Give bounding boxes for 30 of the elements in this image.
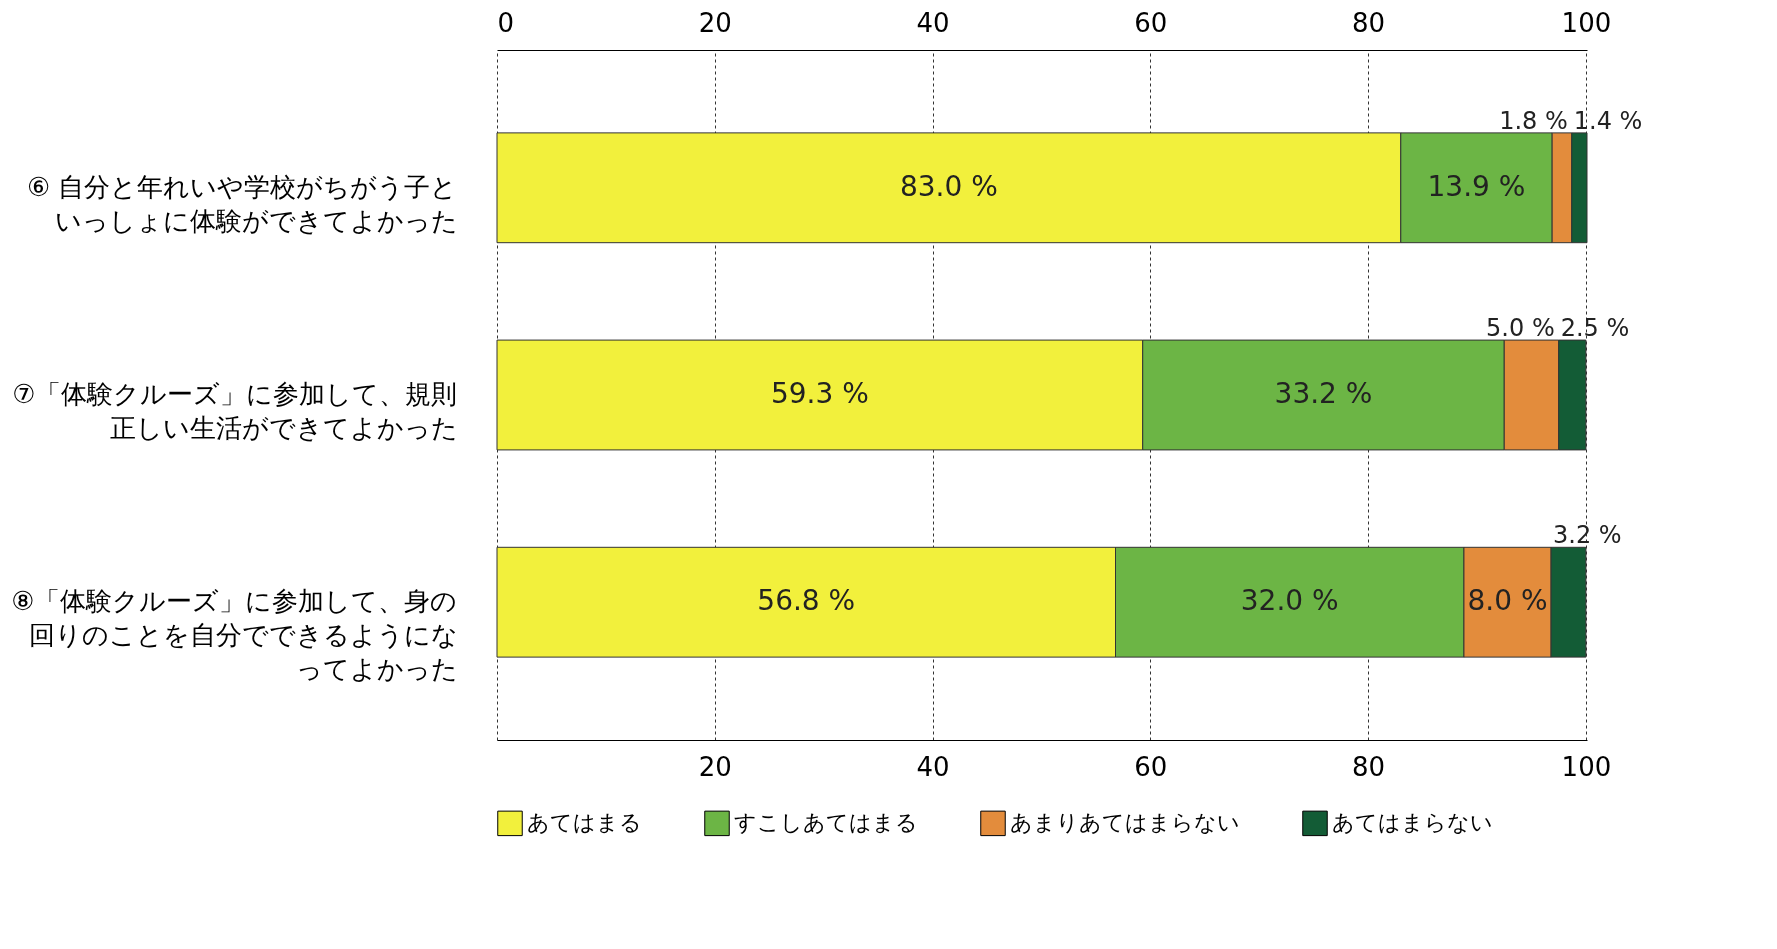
data-label: 5.0 %	[1486, 314, 1555, 342]
x-tick-label: 100	[1561, 751, 1612, 782]
y-tick-label: ⑥ 自分と年れいや学校がちがう子といっしょに体験ができてよかった	[26, 171, 458, 236]
data-label: 2.5 %	[1560, 314, 1630, 342]
x2-tick-label: 80	[1352, 7, 1386, 38]
x2-tick-label: 60	[1134, 7, 1168, 38]
x-tick-label: 80	[1352, 751, 1386, 782]
y-tick-label: ⑧「体験クルーズ」に参加して、身の回りのことを自分でできるようになってよかった	[11, 586, 458, 685]
data-label: 33.2 %	[1274, 377, 1373, 410]
x2-tick-label: 100	[1561, 7, 1612, 38]
data-label: 3.2 %	[1553, 521, 1622, 550]
x2-tick-label: 20	[698, 7, 732, 38]
x2-tick-label: 40	[916, 7, 950, 38]
data-label: 8.0 %	[1467, 584, 1548, 618]
data-label: 1.8 %	[1499, 106, 1568, 135]
x-tick-label: 40	[916, 751, 950, 782]
x-tick-label: 20	[698, 751, 732, 782]
y-tick-label: ⑦「体験クルーズ」に参加して、規則正しい生活ができてよかった	[12, 379, 458, 443]
data-label: 32.0 %	[1240, 584, 1339, 618]
data-label: 56.8 %	[757, 584, 856, 618]
x2-tick-label: 0	[497, 7, 515, 38]
data-label: 83.0 %	[899, 169, 998, 203]
legend-label: すこしあてはまる	[734, 810, 918, 836]
data-label: 1.4 %	[1573, 106, 1643, 135]
x-tick-label: 60	[1134, 751, 1168, 782]
legend-label: あてはまる	[527, 810, 642, 836]
legend-label: あてはまらない	[1332, 810, 1493, 836]
data-label: 13.9 %	[1427, 169, 1526, 203]
legend-label: あまりあてはまらない	[1010, 810, 1240, 836]
data-label: 59.3 %	[770, 377, 869, 410]
